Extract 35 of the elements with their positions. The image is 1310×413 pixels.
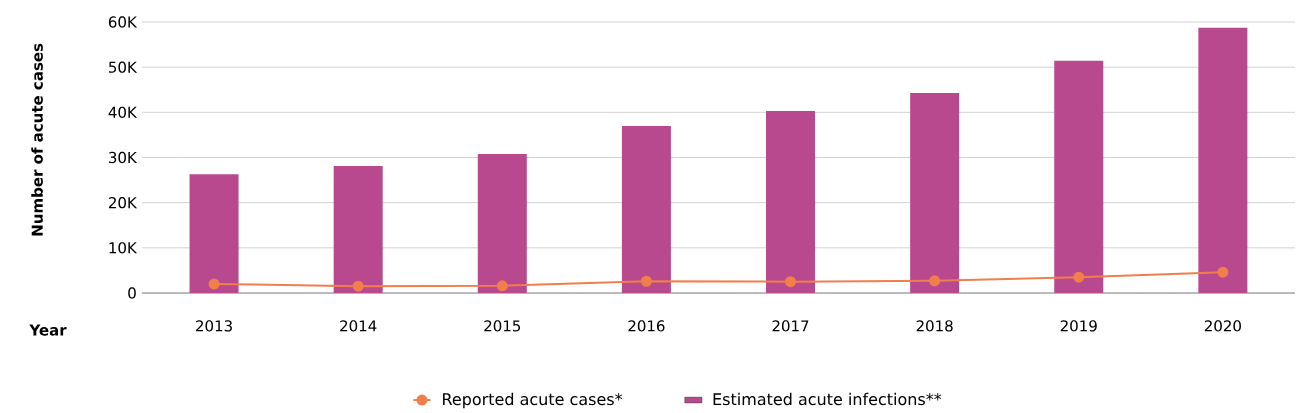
point bbox=[929, 275, 941, 287]
x-tick-label: 2014 bbox=[340, 320, 377, 332]
point bbox=[1217, 266, 1229, 278]
x-tick-label: 2019 bbox=[1060, 320, 1097, 332]
bar bbox=[333, 166, 383, 293]
point bbox=[785, 276, 797, 288]
x-axis-title: Year bbox=[29, 324, 67, 336]
point bbox=[1073, 271, 1085, 283]
y-tick-label: 10K bbox=[109, 242, 138, 254]
point bbox=[640, 275, 652, 287]
bar bbox=[766, 110, 816, 293]
x-tick-label: 2020 bbox=[1204, 320, 1241, 332]
y-tick-label: 50K bbox=[109, 61, 138, 73]
y-axis-title: Number of acute cases bbox=[31, 43, 43, 236]
x-tick-label: 2015 bbox=[484, 320, 521, 332]
bar bbox=[1198, 27, 1248, 293]
bar bbox=[189, 174, 239, 293]
y-tick-label: 30K bbox=[109, 151, 138, 164]
bar bbox=[910, 92, 960, 293]
x-tick-label: 2017 bbox=[772, 320, 809, 332]
y-tick-label: 60K bbox=[108, 16, 138, 28]
bar bbox=[621, 125, 671, 293]
x-tick-label: 2016 bbox=[628, 320, 665, 332]
y-tick-label: 40K bbox=[108, 106, 138, 119]
legend-label: Reported acute cases* bbox=[443, 392, 623, 409]
bar bbox=[477, 153, 527, 293]
x-tick-label: 2013 bbox=[196, 320, 232, 332]
point bbox=[352, 280, 364, 292]
bar bbox=[1054, 60, 1104, 293]
y-tick-label: 20K bbox=[108, 196, 138, 209]
point bbox=[496, 280, 508, 292]
legend-label: Estimated acute infections** bbox=[713, 392, 942, 406]
x-tick-label: 2018 bbox=[916, 320, 953, 332]
y-tick-label: 0 bbox=[128, 287, 136, 299]
point bbox=[208, 278, 220, 290]
